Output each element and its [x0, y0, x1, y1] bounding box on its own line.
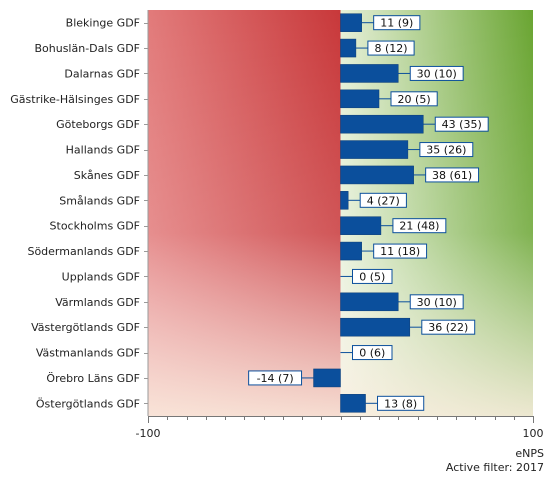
category-label: Blekinge GDF: [66, 17, 140, 30]
data-label: 4 (27): [367, 194, 400, 207]
bar: [340, 165, 414, 185]
data-label-box: [352, 345, 393, 361]
x-axis: -100 100: [136, 416, 544, 440]
data-label-box: [434, 116, 489, 132]
bar: [340, 114, 424, 134]
data-label: 20 (5): [398, 93, 431, 106]
bar: [340, 241, 362, 261]
bar: [340, 317, 411, 337]
data-label-box: [248, 370, 303, 386]
bar: [340, 191, 349, 210]
data-label: 36 (22): [428, 321, 468, 334]
category-label: Örebro Läns GDF: [46, 372, 140, 385]
bar: [340, 216, 382, 235]
data-label-box: [359, 192, 407, 208]
data-label: 38 (61): [432, 169, 472, 182]
data-label-box: [409, 65, 464, 81]
data-label-box: [392, 218, 447, 234]
data-label-box: [425, 167, 480, 183]
data-label: 43 (35): [442, 118, 482, 131]
category-label: Västergötlands GDF: [31, 321, 140, 334]
data-label-box: [373, 243, 428, 259]
data-label: 11 (9): [380, 17, 413, 30]
category-label: Södermanlands GDF: [27, 245, 140, 258]
bar: [340, 89, 380, 109]
category-label: Gästrike-Hälsinges GDF: [10, 93, 140, 106]
category-label: Värmlands GDF: [55, 296, 140, 309]
category-label: Bohuslän-Dals GDF: [34, 42, 140, 55]
data-label-box: [421, 319, 476, 335]
data-label-box: [390, 91, 438, 107]
category-label: Östergötlands GDF: [36, 397, 140, 410]
category-label: Västmanlands GDF: [36, 347, 140, 360]
bar: [340, 394, 366, 413]
active-filter-text: Active filter: 2017: [445, 461, 544, 474]
x-tick-label: 100: [523, 427, 544, 440]
data-label: 11 (18): [380, 245, 420, 258]
category-label: Smålands GDF: [59, 194, 140, 207]
data-label-box: [373, 15, 421, 31]
data-label: 35 (26): [426, 144, 466, 157]
bar: [340, 292, 399, 312]
bar: [340, 140, 409, 159]
category-label: Göteborgs GDF: [56, 118, 140, 131]
category-labels: Blekinge GDF Bohuslän-Dals GDF Dalarnas GD…: [10, 17, 148, 410]
bar: [340, 38, 357, 58]
category-label: Hallands GDF: [66, 144, 140, 157]
axis-title: eNPS: [515, 447, 544, 460]
category-label: Upplands GDF: [62, 270, 140, 283]
category-label: Skånes GDF: [74, 169, 140, 182]
bar: [340, 64, 399, 83]
bar: [313, 368, 341, 388]
category-label: Stockholms GDF: [50, 220, 140, 233]
data-label: 0 (6): [359, 347, 385, 360]
data-label: 13 (8): [384, 397, 417, 410]
bars: 11 (9) 8 (12) 30 (10) 20 (5) 43 (35) 35 (26) 3…: [248, 13, 489, 413]
data-label: 30 (10): [417, 67, 457, 80]
data-label: 0 (5): [359, 270, 385, 283]
data-label-box: [377, 395, 425, 411]
data-label-box: [352, 268, 393, 284]
category-label: Dalarnas GDF: [64, 67, 140, 80]
data-label: 21 (48): [399, 220, 439, 233]
data-label-box: [367, 40, 415, 56]
data-label-box: [409, 294, 464, 310]
bar: [340, 13, 362, 32]
x-tick-label: -100: [136, 427, 161, 440]
data-label: 8 (12): [374, 42, 407, 55]
data-label: -14 (7): [257, 372, 294, 385]
data-label-box: [419, 142, 474, 158]
plot-background: [147, 10, 533, 416]
data-label: 30 (10): [417, 296, 457, 309]
